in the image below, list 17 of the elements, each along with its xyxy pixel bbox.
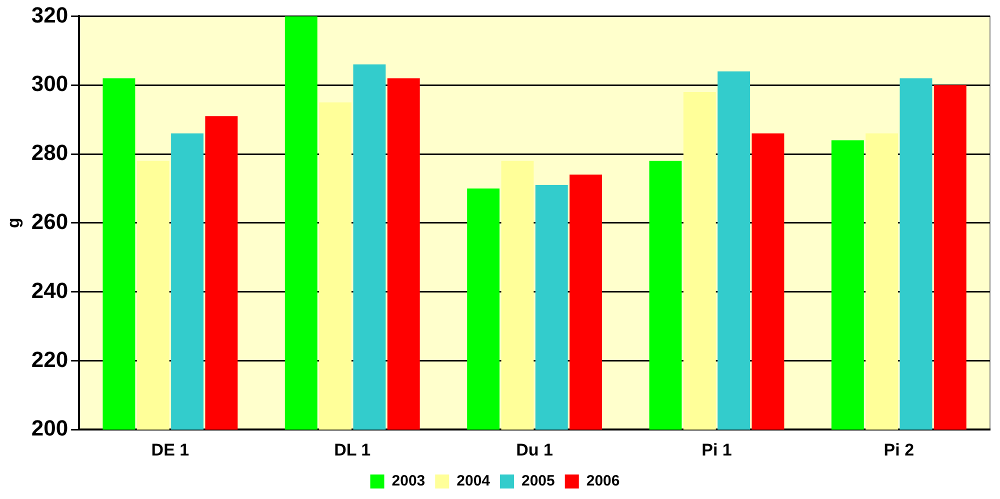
y-tick-label: 260 bbox=[31, 208, 68, 234]
legend-label: 2004 bbox=[456, 472, 491, 490]
x-tick-label: DE 1 bbox=[151, 440, 190, 460]
y-axis-title: g bbox=[4, 218, 23, 228]
legend-label: 2005 bbox=[522, 472, 555, 490]
x-tick-label: Du 1 bbox=[516, 440, 553, 460]
y-tick-label: 200 bbox=[31, 416, 68, 441]
x-tick-label: Pi 2 bbox=[884, 440, 914, 460]
y-tick-label: 300 bbox=[31, 71, 68, 96]
legend-label: 2006 bbox=[586, 472, 620, 490]
y-tick-label: 240 bbox=[31, 278, 68, 303]
y-tick-label: 220 bbox=[31, 346, 68, 372]
x-tick-label: Pi 1 bbox=[702, 440, 732, 460]
legend-label: 2003 bbox=[392, 472, 426, 490]
y-tick-label: 320 bbox=[31, 2, 68, 28]
y-tick-label: 280 bbox=[31, 140, 68, 166]
x-tick-label: DL 1 bbox=[334, 440, 371, 460]
